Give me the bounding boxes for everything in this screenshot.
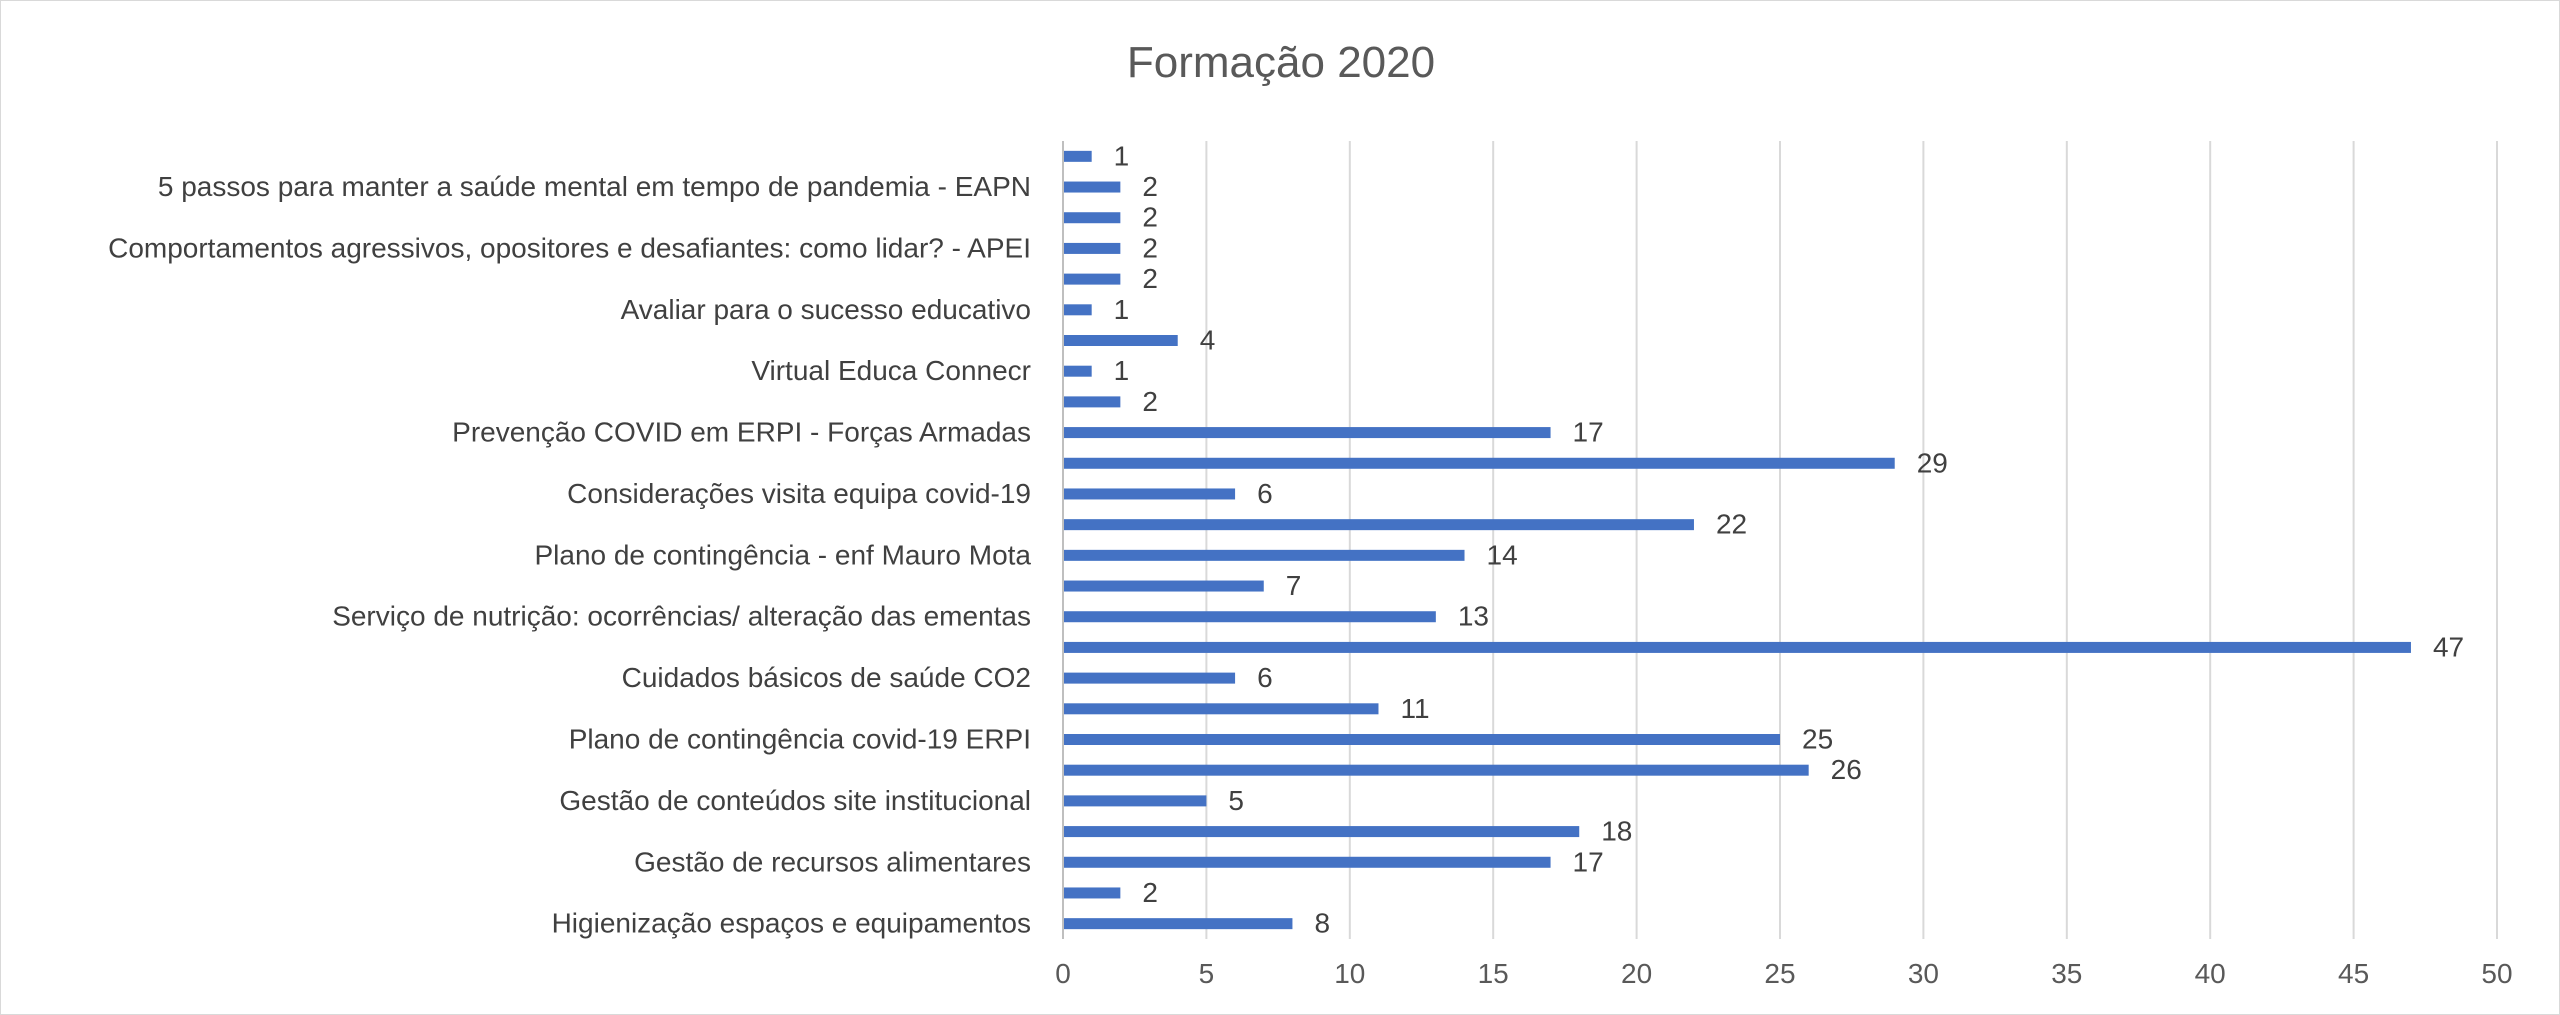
- bar-11: [1063, 488, 1236, 500]
- bar-0: [1063, 150, 1092, 162]
- data-label-8: 2: [1142, 386, 1158, 417]
- bar-9: [1063, 427, 1551, 439]
- bar-16: [1063, 641, 2411, 653]
- category-label-5: Avaliar para o sucesso educativo: [621, 294, 1031, 325]
- category-label-25: Higienização espaços e equipamentos: [552, 908, 1031, 939]
- data-label-17: 6: [1257, 662, 1273, 693]
- x-tick-label-0: 0: [1055, 958, 1071, 989]
- bar-14: [1063, 580, 1264, 592]
- bar-18: [1063, 703, 1379, 715]
- data-label-1: 2: [1142, 171, 1158, 202]
- x-tick-label-7: 35: [2051, 958, 2082, 989]
- data-label-7: 1: [1114, 355, 1130, 386]
- bar-8: [1063, 396, 1121, 408]
- data-label-9: 17: [1573, 417, 1604, 448]
- bar-15: [1063, 611, 1436, 623]
- x-tick-label-2: 10: [1334, 958, 1365, 989]
- bar-4: [1063, 273, 1121, 285]
- x-tick-label-6: 30: [1908, 958, 1939, 989]
- category-label-19: Plano de contingência covid-19 ERPI: [569, 724, 1031, 755]
- data-label-11: 6: [1257, 478, 1273, 509]
- x-tick-label-5: 25: [1764, 958, 1795, 989]
- category-label-3: Comportamentos agressivos, opositores e …: [108, 232, 1031, 263]
- category-label-17: Cuidados básicos de saúde CO2: [622, 662, 1031, 693]
- bar-5: [1063, 304, 1092, 316]
- bar-6: [1063, 335, 1178, 346]
- x-tick-label-10: 50: [2481, 958, 2512, 989]
- bar-17: [1063, 672, 1236, 684]
- data-label-13: 14: [1487, 539, 1518, 570]
- category-labels: 5 passos para manter a saúde mental em t…: [108, 171, 1031, 939]
- data-label-24: 2: [1142, 877, 1158, 908]
- data-label-16: 47: [2433, 631, 2464, 662]
- bar-2: [1063, 212, 1121, 224]
- category-label-9: Prevenção COVID em ERPI - Forças Armadas: [452, 417, 1031, 448]
- data-label-20: 26: [1831, 754, 1862, 785]
- data-label-15: 13: [1458, 601, 1489, 632]
- data-label-18: 11: [1400, 693, 1429, 724]
- bar-10: [1063, 457, 1895, 469]
- bar-20: [1063, 764, 1809, 776]
- data-label-5: 1: [1114, 294, 1130, 325]
- category-label-1: 5 passos para manter a saúde mental em t…: [158, 171, 1031, 202]
- data-label-14: 7: [1286, 570, 1302, 601]
- chart-title: Formação 2020: [1127, 38, 1435, 87]
- bar-24: [1063, 887, 1121, 899]
- bar-3: [1063, 242, 1121, 254]
- data-label-23: 17: [1573, 846, 1604, 877]
- bar-13: [1063, 549, 1465, 561]
- data-label-0: 1: [1114, 140, 1130, 171]
- data-label-4: 2: [1142, 263, 1158, 294]
- category-label-15: Serviço de nutrição: ocorrências/ altera…: [332, 601, 1031, 632]
- category-label-11: Considerações visita equipa covid-19: [567, 478, 1031, 509]
- data-label-25: 8: [1314, 908, 1330, 939]
- bar-23: [1063, 856, 1551, 868]
- bars: [1063, 150, 2411, 930]
- data-label-12: 22: [1716, 509, 1747, 540]
- category-label-13: Plano de contingência - enf Mauro Mota: [534, 539, 1031, 570]
- category-label-7: Virtual Educa Connecr: [751, 355, 1031, 386]
- bar-25: [1063, 918, 1293, 930]
- x-tick-label-4: 20: [1621, 958, 1652, 989]
- data-label-3: 2: [1142, 232, 1158, 263]
- x-tick-label-3: 15: [1478, 958, 1509, 989]
- x-tick-label-1: 5: [1199, 958, 1215, 989]
- x-tick-label-8: 40: [2195, 958, 2226, 989]
- gridlines: [1205, 141, 2498, 939]
- bar-22: [1063, 826, 1580, 838]
- category-label-21: Gestão de conteúdos site institucional: [559, 785, 1031, 816]
- bar-7: [1063, 365, 1092, 377]
- data-label-10: 29: [1917, 447, 1948, 478]
- data-label-22: 18: [1601, 816, 1632, 847]
- x-axis-tick-labels: 0 5 10 15 20 25 30 35 40 45 50: [1055, 958, 2512, 989]
- data-label-2: 2: [1142, 202, 1158, 233]
- category-label-23: Gestão de recursos alimentares: [634, 846, 1031, 877]
- bar-1: [1063, 181, 1121, 193]
- bar-21: [1063, 795, 1207, 807]
- data-label-21: 5: [1228, 785, 1244, 816]
- bar-19: [1063, 734, 1780, 745]
- data-label-19: 25: [1802, 724, 1833, 755]
- data-label-6: 4: [1200, 325, 1216, 356]
- x-tick-label-9: 45: [2338, 958, 2369, 989]
- bar-12: [1063, 519, 1694, 531]
